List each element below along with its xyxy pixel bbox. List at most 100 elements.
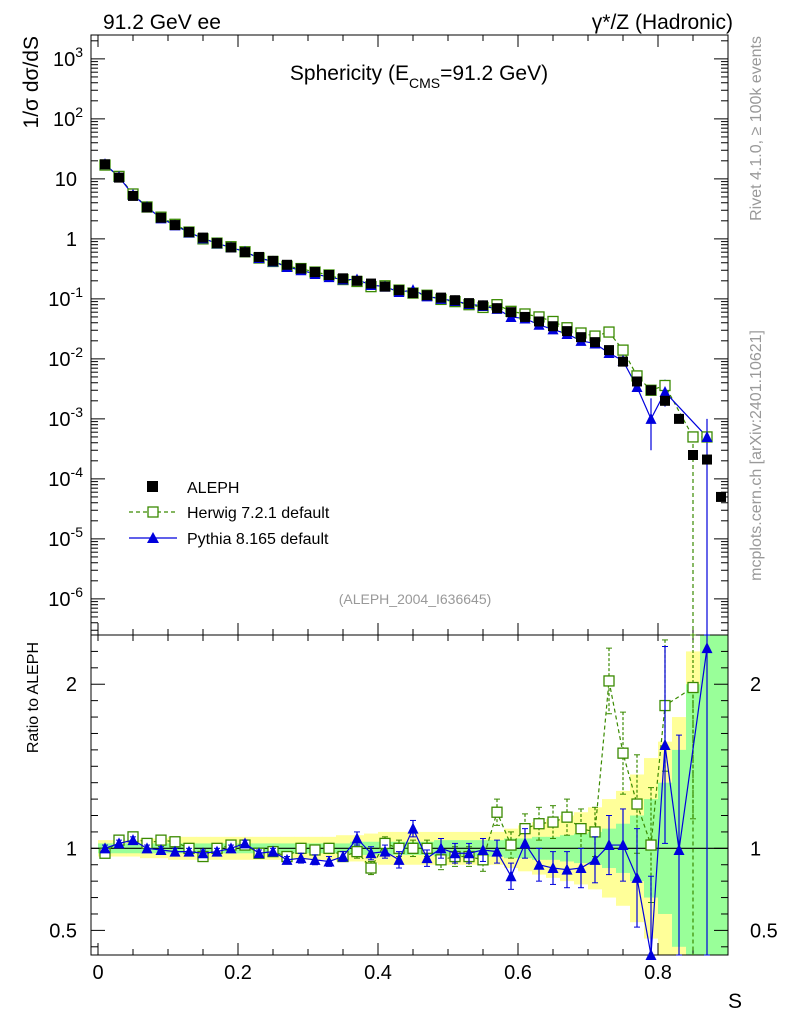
herwig-ratio-point <box>631 798 643 810</box>
ratio-tick-label-left: 1 <box>66 838 77 860</box>
pythia-ratio-point <box>127 834 139 846</box>
pythia-ratio-point <box>561 863 573 875</box>
pythia-ratio-point <box>337 850 349 862</box>
herwig-point <box>603 326 615 338</box>
aleph-point <box>100 159 110 170</box>
herwig-ratio-point <box>309 844 321 856</box>
y-tick-base: 10 <box>48 469 70 491</box>
pythia-ratio-point <box>365 847 377 859</box>
aleph-point <box>142 202 152 213</box>
y-tick-exponent: -2 <box>71 344 84 360</box>
y-tick-exponent: -4 <box>71 464 84 480</box>
pythia-ratio-point <box>281 853 293 865</box>
analysis-label: (ALEPH_2004_I636645) <box>339 591 492 607</box>
pythia-ratio-point <box>617 839 629 851</box>
y-tick-base: 10 <box>53 109 75 131</box>
aleph-point <box>562 326 572 337</box>
aleph-point <box>128 190 138 201</box>
pythia-ratio-point <box>393 853 405 865</box>
herwig-ratio-point <box>533 818 545 830</box>
x-tick-label: 0.4 <box>364 962 392 984</box>
ratio-panel-marks <box>91 634 728 960</box>
pythia-ratio-point <box>141 842 153 854</box>
pythia-ratio-point <box>351 832 363 844</box>
aleph-point <box>632 376 642 387</box>
aleph-point <box>618 356 628 367</box>
pythia-ratio-point <box>491 845 503 857</box>
x-tick-label: 0.6 <box>504 962 532 984</box>
aleph-point <box>548 321 558 332</box>
axis-ticks: 0 0.2 0.4 0.6 0.810-610-510-410-310-210-1110… <box>48 35 778 984</box>
pythia-line <box>104 163 708 438</box>
pythia-ratio-point <box>225 842 237 854</box>
y-tick-label: 10-1 <box>48 284 83 311</box>
mcplots-label: mcplots.cern.ch [arXiv:2401.10621] <box>748 330 765 581</box>
legend-pythia-marker <box>147 532 159 543</box>
aleph-point <box>576 332 586 343</box>
herwig-ratio-point <box>505 839 517 851</box>
aleph-point <box>450 295 460 306</box>
aleph-point <box>534 316 544 327</box>
ratio-tick-label-right: 2 <box>750 674 761 696</box>
x-tick-label: 0.2 <box>224 962 252 984</box>
y-tick-exponent: -3 <box>71 404 84 420</box>
y-tick-exponent: -6 <box>71 584 84 600</box>
pythia-point <box>659 386 671 398</box>
herwig-ratio-point <box>561 811 573 823</box>
herwig-ratio-point <box>407 842 419 854</box>
y-tick-label: 10 <box>55 169 77 191</box>
y-tick-label: 10-6 <box>48 584 83 611</box>
aleph-point <box>520 311 530 322</box>
aleph-point <box>156 212 166 223</box>
pythia-ratio-point <box>589 853 601 865</box>
pythia-ratio-point <box>659 738 671 750</box>
x-axis-label: S <box>728 990 742 1013</box>
y-tick-exponent: -1 <box>71 284 84 300</box>
aleph-point <box>212 238 222 249</box>
herwig-ratio-point <box>617 747 629 759</box>
pythia-ratio-point <box>519 837 531 849</box>
y-tick-base: 10 <box>53 49 75 71</box>
herwig-ratio-point <box>351 845 363 858</box>
herwig-ratio-point <box>155 834 167 846</box>
pythia-ratio-point <box>673 843 685 855</box>
pythia-ratio-point <box>239 837 251 849</box>
header-left: 91.2 GeV ee <box>103 11 221 34</box>
herwig-ratio-point <box>295 842 307 854</box>
y-axis-label-main: 1/σ dσ/dS <box>20 36 43 128</box>
aleph-point <box>492 303 502 314</box>
aleph-point <box>198 232 208 243</box>
pythia-ratio-point <box>631 871 643 883</box>
pythia-ratio-point <box>197 847 209 859</box>
aleph-point <box>114 172 124 183</box>
ratio-tick-label-left: 2 <box>66 674 77 696</box>
pythia-ratio-point <box>603 839 615 851</box>
pythia-ratio-point <box>421 852 433 864</box>
herwig-ratio-point <box>547 816 559 828</box>
aleph-point <box>604 345 614 356</box>
aleph-point <box>254 251 264 262</box>
legend-aleph-marker <box>147 481 158 492</box>
legend-aleph-label: ALEPH <box>187 480 239 497</box>
pythia-ratio-point <box>155 843 167 855</box>
pythia-ratio-point <box>183 845 195 857</box>
y-axis-label-ratio: Ratio to ALEPH <box>25 642 42 753</box>
herwig-ratio-point <box>169 836 181 848</box>
rivet-label: Rivet 4.1.0, ≥ 100k events <box>748 36 765 221</box>
aleph-point <box>394 285 404 296</box>
herwig-ratio-point <box>687 681 699 694</box>
band-green <box>714 635 729 955</box>
aleph-point <box>408 288 418 299</box>
main-panel-marks <box>99 158 726 635</box>
header-right: γ*/Z (Hadronic) <box>592 11 733 34</box>
pythia-ratio-point <box>701 642 713 654</box>
y-tick-label: 10-5 <box>48 524 83 551</box>
pythia-ratio-point <box>575 862 587 874</box>
pythia-ratio-point <box>169 845 181 857</box>
aleph-point <box>352 275 362 286</box>
y-tick-base: 10 <box>48 409 70 431</box>
herwig-ratio-point <box>645 839 657 851</box>
pythia-ratio-point <box>463 847 475 859</box>
herwig-ratio-point <box>491 806 503 818</box>
